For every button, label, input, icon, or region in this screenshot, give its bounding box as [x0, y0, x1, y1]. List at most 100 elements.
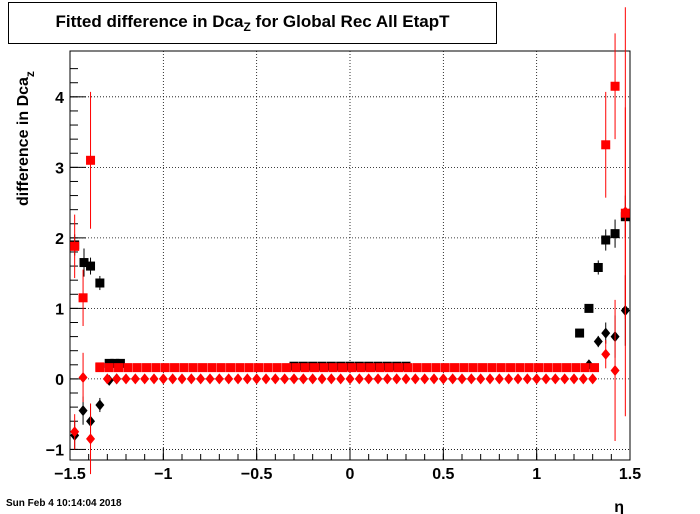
data-point-diamond	[298, 373, 308, 385]
data-point-square	[244, 363, 254, 373]
data-point-square	[132, 363, 142, 373]
data-point-diamond	[401, 373, 411, 385]
x-tick-label: −1.5	[54, 466, 86, 483]
data-point-square	[123, 363, 133, 373]
data-point-square	[384, 363, 394, 373]
data-point-diamond	[78, 371, 88, 383]
data-point-diamond	[620, 206, 630, 218]
data-point-square	[468, 363, 478, 373]
data-point-square	[440, 363, 450, 373]
data-point-diamond	[168, 373, 178, 385]
data-point-square	[496, 363, 506, 373]
data-point-diamond	[289, 373, 299, 385]
title-rest: for Global Rec All EtapT	[250, 12, 450, 31]
data-point-square	[86, 155, 96, 165]
data-point-square	[601, 140, 611, 150]
data-point-diamond	[95, 399, 105, 411]
data-point-diamond	[233, 373, 243, 385]
data-point-diamond	[541, 373, 551, 385]
data-point-square	[562, 363, 572, 373]
data-point-diamond	[336, 373, 346, 385]
data-point-square	[95, 278, 105, 288]
y-tick-label: 0	[55, 372, 64, 389]
data-point-square	[487, 363, 497, 373]
x-tick-label: 1.5	[619, 466, 641, 483]
data-point-diamond	[513, 373, 523, 385]
data-point-diamond	[504, 373, 514, 385]
data-point-diamond	[373, 373, 383, 385]
data-point-diamond	[280, 373, 290, 385]
data-point-square	[291, 363, 301, 373]
x-tick-label: −1	[154, 466, 172, 483]
data-point-square	[534, 363, 544, 373]
data-point-square	[575, 328, 585, 338]
data-point-diamond	[196, 373, 206, 385]
title-main: Fitted difference in Dca	[55, 12, 244, 31]
data-point-square	[282, 363, 292, 373]
data-point-diamond	[485, 373, 495, 385]
y-tick-label: −1	[46, 442, 64, 459]
data-point-square	[79, 258, 89, 268]
data-point-diamond	[410, 373, 420, 385]
data-point-square	[580, 363, 590, 373]
data-point-diamond	[494, 373, 504, 385]
title-subscript: Z	[243, 20, 251, 34]
data-point-diamond	[317, 373, 327, 385]
data-point-square	[515, 363, 525, 373]
data-point-diamond	[601, 348, 611, 360]
data-point-diamond	[364, 373, 374, 385]
data-point-square	[319, 363, 329, 373]
data-point-square	[347, 363, 357, 373]
chart-title: Fitted difference in DcaZ for Global Rec…	[9, 12, 496, 34]
data-point-diamond	[429, 373, 439, 385]
data-point-diamond	[186, 373, 196, 385]
data-point-square	[543, 363, 553, 373]
data-point-square	[235, 363, 245, 373]
data-point-square	[412, 363, 422, 373]
data-point-diamond	[252, 373, 262, 385]
data-point-diamond	[149, 373, 159, 385]
data-point-diamond	[270, 373, 280, 385]
data-point-square	[375, 363, 385, 373]
data-point-square	[78, 293, 88, 303]
data-point-square	[590, 363, 600, 373]
data-point-square	[610, 81, 620, 91]
data-point-square	[198, 363, 208, 373]
data-point-square	[95, 363, 105, 373]
data-point-square	[70, 241, 80, 251]
data-point-diamond	[86, 433, 96, 445]
data-point-diamond	[578, 373, 588, 385]
data-point-square	[86, 261, 96, 271]
data-point-diamond	[224, 373, 234, 385]
data-point-square	[571, 363, 581, 373]
data-point-diamond	[214, 373, 224, 385]
data-point-square	[104, 363, 114, 373]
data-point-diamond	[70, 426, 80, 438]
data-point-square	[338, 363, 348, 373]
data-point-square	[524, 363, 534, 373]
data-point-square	[584, 303, 594, 313]
y-tick-label: 2	[55, 231, 64, 248]
data-point-square	[226, 363, 236, 373]
data-point-square	[394, 363, 404, 373]
data-point-square	[142, 363, 152, 373]
data-point-diamond	[420, 373, 430, 385]
data-point-square	[151, 363, 161, 373]
data-point-square	[593, 262, 603, 272]
data-point-square	[188, 363, 198, 373]
data-point-square	[216, 363, 226, 373]
data-point-diamond	[532, 373, 542, 385]
timestamp: Sun Feb 4 10:14:04 2018	[6, 498, 122, 509]
data-point-diamond	[550, 373, 560, 385]
data-point-diamond	[261, 373, 271, 385]
data-point-diamond	[569, 373, 579, 385]
data-point-square	[114, 363, 124, 373]
data-point-square	[403, 363, 413, 373]
data-point-diamond	[593, 336, 603, 348]
data-point-square	[170, 363, 180, 373]
y-tick-label: 4	[55, 90, 64, 107]
data-point-square	[422, 363, 432, 373]
y-tick-label: 3	[55, 160, 64, 177]
